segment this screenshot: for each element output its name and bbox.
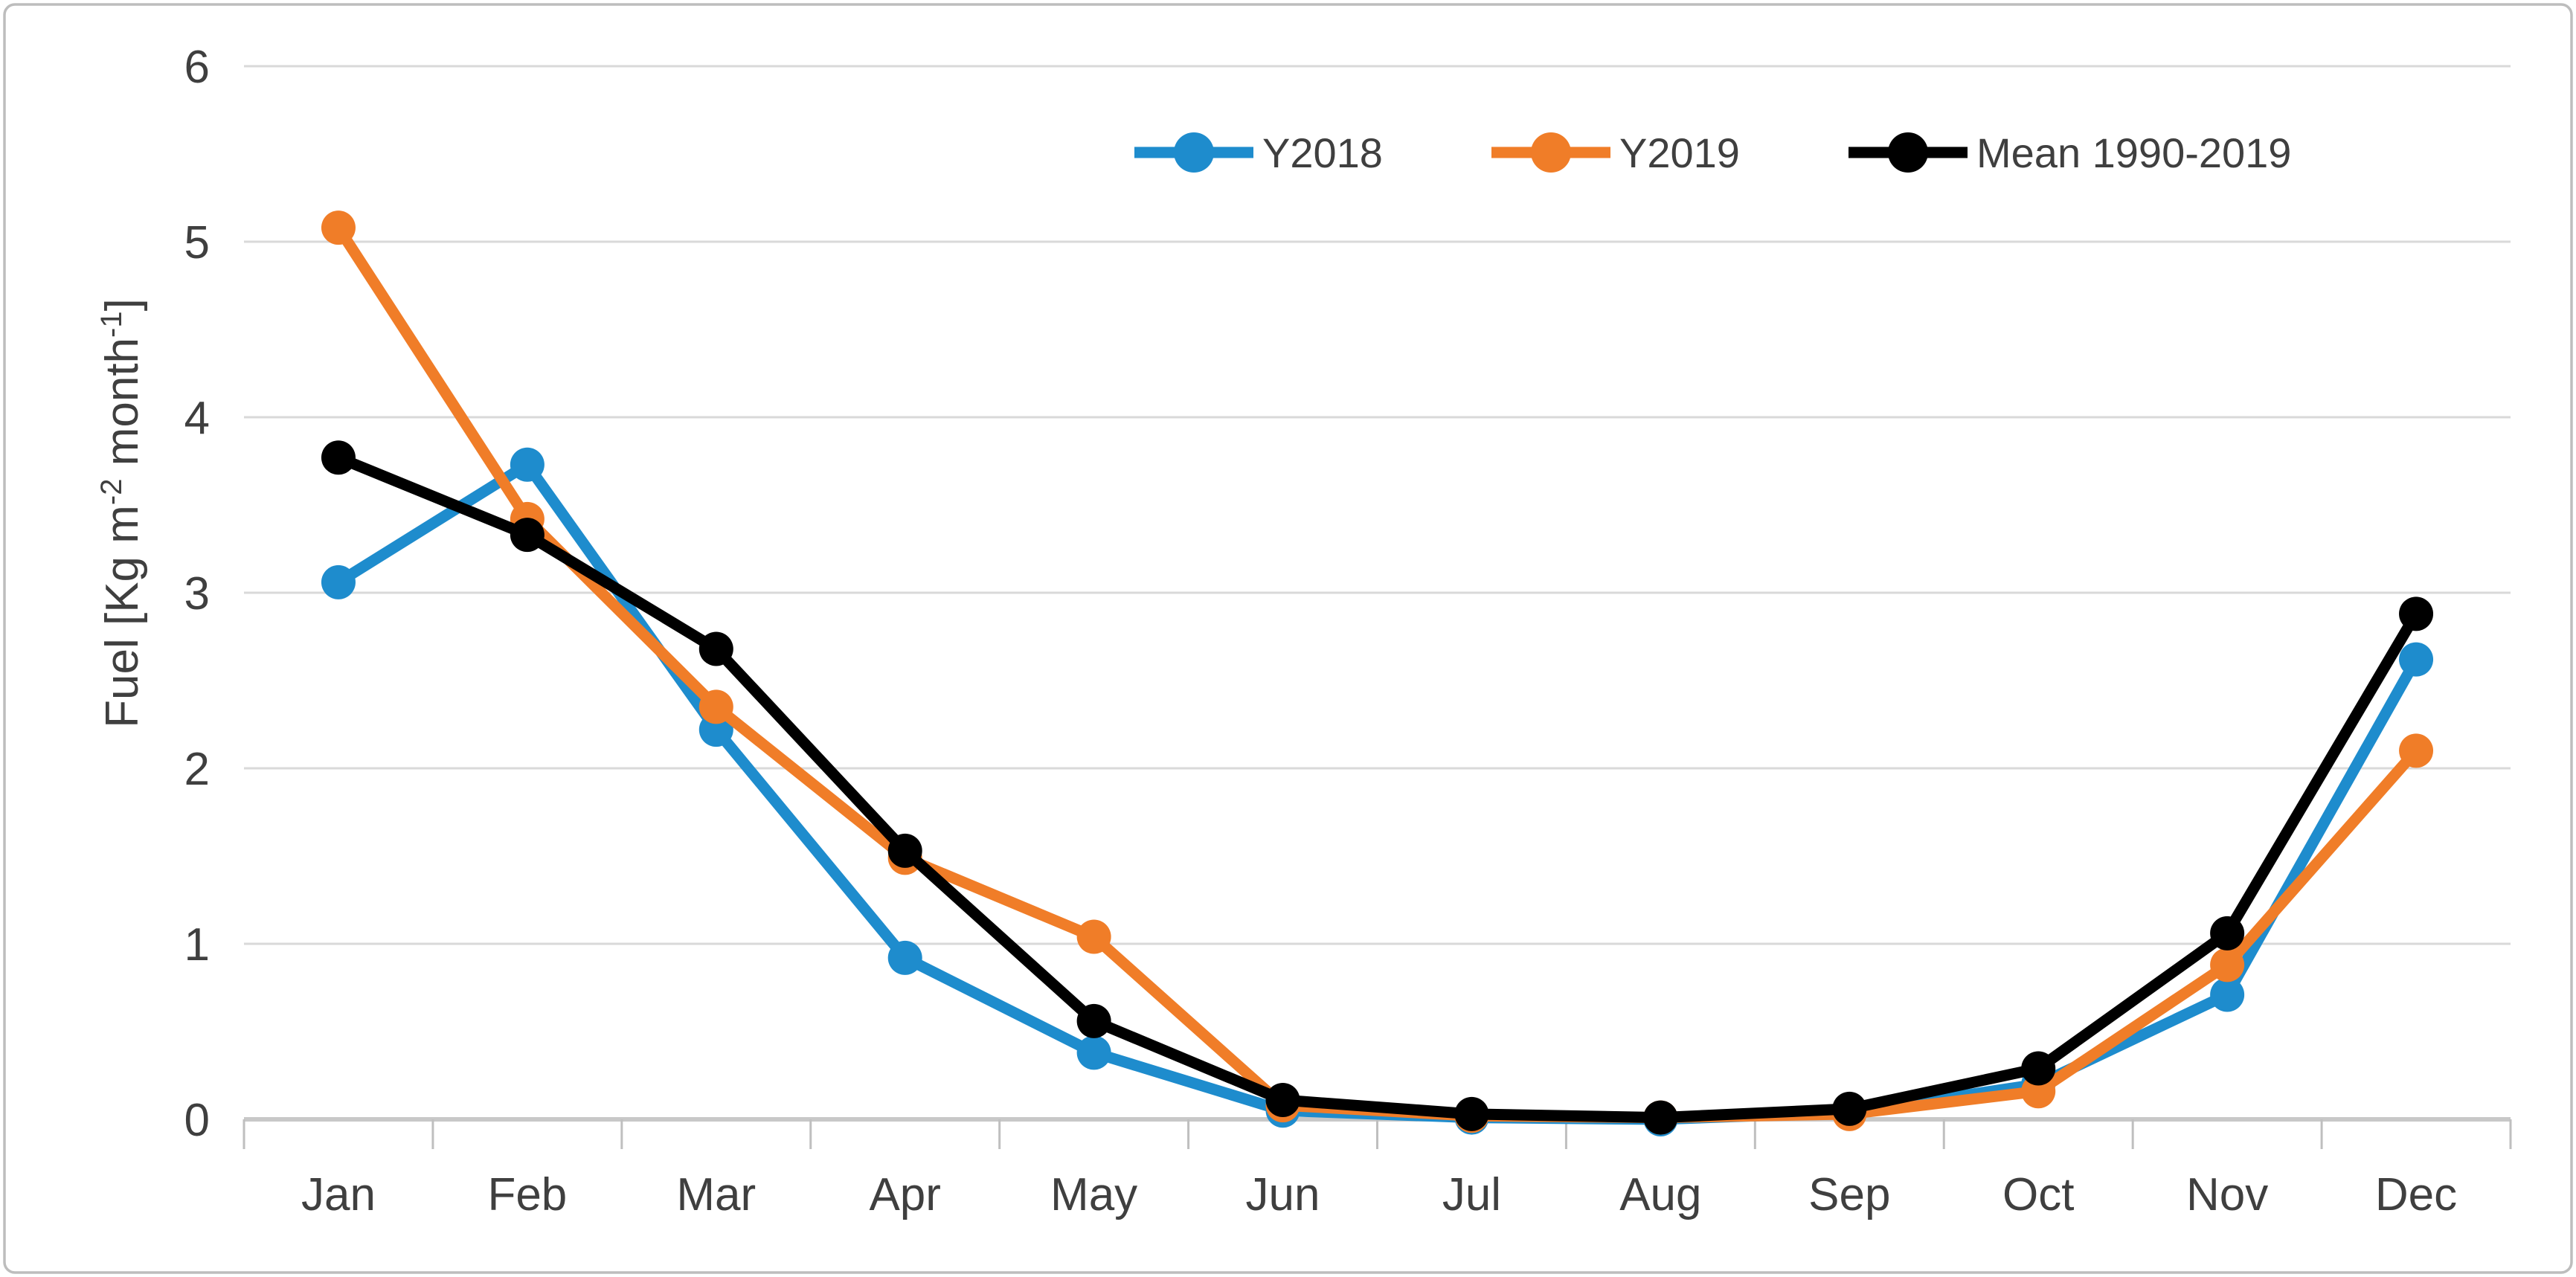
x-tick-label-dec: Dec <box>2375 1169 2457 1220</box>
x-tick-label-jan: Jan <box>301 1169 376 1220</box>
legend-marker-y2018 <box>1174 132 1214 173</box>
x-tick-label-jul: Jul <box>1442 1169 1501 1220</box>
marker-y2018-jan <box>321 564 356 599</box>
y-tick-label-6: 6 <box>184 42 210 93</box>
x-tick-label-mar: Mar <box>676 1169 756 1220</box>
marker-mean-1990-2019-feb <box>510 518 545 553</box>
x-axis <box>242 1117 2512 1149</box>
series-line-mean-1990-2019 <box>333 451 2422 1124</box>
legend-label-mean-1990-2019: Mean 1990-2019 <box>1976 129 2291 176</box>
marker-y2019-mar <box>698 689 733 724</box>
marker-y2019-nov <box>2210 948 2245 982</box>
figure-border <box>3 3 2573 1274</box>
x-tick-label-apr: Apr <box>869 1169 940 1220</box>
marker-y2019-dec <box>2399 733 2434 768</box>
x-tick-label-feb: Feb <box>487 1169 567 1220</box>
marker-mean-1990-2019-jun <box>1265 1083 1300 1118</box>
marker-y2018-feb <box>510 447 545 482</box>
marker-y2018-apr <box>887 940 922 975</box>
x-tick-label-jun: Jun <box>1246 1169 1320 1220</box>
marker-mean-1990-2019-jul <box>1454 1096 1489 1131</box>
y-tick-label-0: 0 <box>184 1095 210 1146</box>
series-line-y2019 <box>333 222 2422 1124</box>
x-axis-tick-labels: Jan Feb Mar Apr May Jun Jul Aug Sep Oct Nov Dec <box>301 1169 2457 1220</box>
y-axis-title: Fuel [Kg m-2 month-1] <box>95 298 148 728</box>
marker-mean-1990-2019-apr <box>887 833 922 868</box>
y-tick-label-2: 2 <box>184 744 210 795</box>
y-tick-label-3: 3 <box>184 568 210 620</box>
y-tick-label-4: 4 <box>184 393 210 444</box>
marker-mean-1990-2019-dec <box>2399 596 2434 631</box>
marker-mean-1990-2019-mar <box>698 631 733 666</box>
legend-marker-y2019 <box>1531 132 1571 173</box>
legend: Y2018 Y2019 Mean 1990-2019 <box>1134 129 2291 176</box>
x-tick-label-oct: Oct <box>2002 1169 2074 1220</box>
marker-mean-1990-2019-aug <box>1643 1100 1678 1135</box>
marker-y2019-may <box>1076 919 1111 954</box>
y-tick-label-1: 1 <box>184 919 210 971</box>
legend-item-y2019: Y2019 <box>1491 129 1740 176</box>
marker-mean-1990-2019-oct <box>2021 1051 2056 1086</box>
y-axis-tick-labels: 0 1 2 3 4 5 6 <box>184 42 210 1146</box>
marker-mean-1990-2019-may <box>1076 1003 1111 1038</box>
marker-y2018-may <box>1076 1035 1111 1070</box>
x-tick-label-aug: Aug <box>1619 1169 1701 1220</box>
marker-mean-1990-2019-jan <box>321 440 356 475</box>
legend-label-y2019: Y2019 <box>1619 129 1740 176</box>
legend-marker-mean-1990-2019 <box>1888 132 1928 173</box>
marker-y2018-dec <box>2399 642 2434 677</box>
marker-y2019-jan <box>321 210 356 245</box>
legend-item-mean-1990-2019: Mean 1990-2019 <box>1849 129 2291 176</box>
gridlines <box>244 65 2511 945</box>
marker-y2018-nov <box>2210 977 2245 1012</box>
y-tick-label-5: 5 <box>184 217 210 268</box>
x-tick-label-nov: Nov <box>2186 1169 2268 1220</box>
marker-mean-1990-2019-nov <box>2210 916 2245 950</box>
x-tick-label-sep: Sep <box>1808 1169 1890 1220</box>
data-series <box>321 210 2434 1136</box>
marker-mean-1990-2019-sep <box>1832 1091 1867 1126</box>
legend-label-y2018: Y2018 <box>1262 129 1383 176</box>
x-tick-label-may: May <box>1050 1169 1137 1220</box>
legend-item-y2018: Y2018 <box>1134 129 1383 176</box>
